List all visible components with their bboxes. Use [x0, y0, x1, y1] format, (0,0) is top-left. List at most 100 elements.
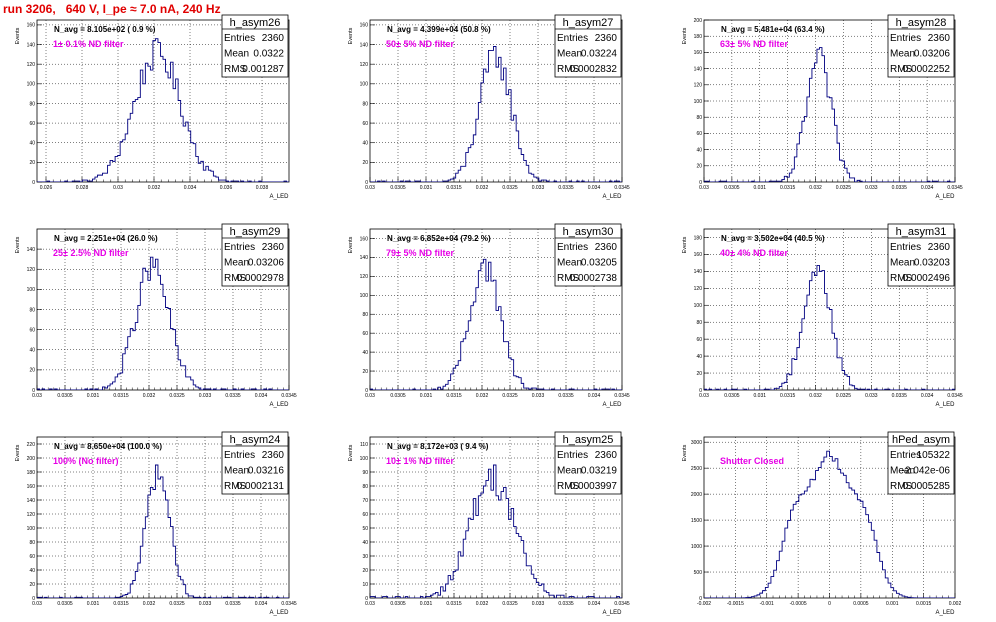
stat-value: 0.03224 [581, 49, 618, 60]
filter-label: 100% (No filter) [53, 456, 119, 466]
x-tick-label: 0.034 [184, 185, 197, 191]
x-tick-label: 0.031 [87, 393, 100, 399]
y-tick-label: 0 [32, 388, 35, 394]
y-tick-label: 160 [27, 484, 36, 490]
stats-box-frame [554, 431, 622, 495]
stats-box: h_asym30 Entries 2360 Mean0.03205RMS0.00027… [554, 223, 622, 287]
x-tick-label: 0.0325 [169, 393, 185, 399]
x-tick-label: 0.032 [809, 393, 822, 399]
y-tick-label: 160 [694, 50, 703, 56]
x-tick-label: 0.032 [143, 601, 156, 607]
stat-key: Entries [557, 242, 588, 253]
x-tick-label: 0.0005 [853, 601, 869, 607]
x-tick-label: 0.0325 [169, 601, 185, 607]
stat-key: Entries [890, 242, 921, 253]
y-tick-label: 0 [32, 596, 35, 602]
stat-key: Entries [890, 33, 921, 44]
page-title: run 3206, 640 V, I_pe ≈ 7.0 nA, 240 Hz [3, 2, 221, 16]
histogram-panel-hPed_asym: -0.002 -0.0015 -0.001 -0.0005 0 0.0005 0.001 0.… [682, 431, 961, 616]
y-axis-label: Events [15, 444, 21, 461]
x-axis-label: A_LED [935, 610, 955, 616]
histogram-name: hPed_asym [892, 434, 950, 446]
x-tick-label: -0.002 [697, 601, 711, 607]
x-axis-label: A_LED [935, 402, 955, 408]
y-tick-label: 100 [360, 293, 369, 299]
x-tick-label: 0.036 [220, 185, 233, 191]
stat-value: 0.0002978 [237, 273, 285, 284]
stats-box: h_asym29 Entries 2360 Mean0.03206RMS0.00029… [221, 223, 289, 287]
x-tick-label: 0.031 [420, 601, 433, 607]
y-tick-label: 200 [694, 18, 703, 24]
stats-box-frame [887, 431, 955, 495]
stat-value: 2360 [262, 242, 285, 253]
x-tick-label: 0.031 [420, 393, 433, 399]
x-tick-label: 0.034 [255, 393, 268, 399]
x-tick-label: 0.033 [865, 185, 878, 191]
x-tick-label: 0.0325 [836, 185, 852, 191]
stats-box: h_asym24 Entries 2360 Mean0.03216RMS0.00021… [221, 431, 289, 495]
stat-value: 0.03205 [581, 258, 618, 269]
x-tick-label: 0.026 [40, 185, 53, 191]
y-tick-label: 60 [696, 337, 702, 343]
x-tick-label: 0 [828, 601, 831, 607]
histogram-line [704, 264, 955, 390]
y-tick-label: 120 [27, 62, 36, 68]
x-tick-label: 0.0305 [724, 393, 740, 399]
histogram-panel-h_asym27: 0.03 0.0305 0.031 0.0315 0.032 0.0325 0.033 0.0… [348, 14, 630, 200]
y-tick-label: 20 [362, 568, 368, 574]
y-tick-label: 0 [699, 180, 702, 186]
x-tick-label: -0.001 [760, 601, 774, 607]
y-tick-label: 90 [362, 470, 368, 476]
stat-value: 2360 [262, 33, 285, 44]
filter-label: 10± 1% ND filter [386, 456, 454, 466]
stats-box: h_asym27 Entries 2360 Mean0.03224RMS0.00028… [554, 14, 622, 78]
x-tick-label: 0.0345 [947, 185, 963, 191]
y-axis-label: Events [15, 236, 21, 253]
histogram-name: h_asym28 [896, 17, 947, 29]
stat-value: -2.042e-06 [902, 466, 951, 477]
y-tick-label: 80 [696, 115, 702, 121]
y-tick-label: 60 [29, 121, 35, 127]
y-tick-label: 0 [699, 596, 702, 602]
n-avg-label: N_avg = 8.105e+02 ( 0.9 %) [54, 25, 156, 34]
x-tick-label: 0.0315 [780, 185, 796, 191]
stats-box-frame [554, 14, 622, 78]
y-tick-label: 60 [29, 327, 35, 333]
x-tick-label: 0.0325 [836, 393, 852, 399]
x-tick-label: 0.0315 [113, 393, 129, 399]
x-tick-label: 0.0345 [281, 601, 297, 607]
x-tick-label: 0.0335 [558, 601, 574, 607]
stat-value: 0.0002131 [237, 481, 285, 492]
stat-key: RMS [224, 481, 247, 492]
y-tick-label: 140 [27, 247, 36, 253]
y-tick-label: 50 [362, 526, 368, 532]
x-tick-label: 0.0315 [113, 601, 129, 607]
y-tick-label: 20 [29, 160, 35, 166]
stat-key: Mean [224, 49, 249, 60]
x-tick-label: 0.033 [199, 601, 212, 607]
x-tick-label: 0.0345 [614, 393, 630, 399]
y-tick-label: 120 [694, 83, 703, 89]
x-tick-label: 0.034 [255, 601, 268, 607]
y-tick-label: 140 [360, 255, 369, 261]
stat-key: RMS [557, 64, 580, 75]
x-tick-label: 0.03 [699, 393, 709, 399]
stat-value: 0.0003997 [570, 481, 618, 492]
y-tick-label: 0 [365, 596, 368, 602]
x-axis-label: A_LED [269, 402, 289, 408]
y-tick-label: 40 [696, 354, 702, 360]
y-tick-label: 180 [694, 235, 703, 241]
histogram-name: h_asym25 [563, 434, 614, 446]
x-tick-label: 0.03 [699, 185, 709, 191]
histogram-name: h_asym30 [563, 226, 614, 238]
y-tick-label: 0 [365, 180, 368, 186]
histogram-panel-h_asym31: 0.03 0.0305 0.031 0.0315 0.032 0.0325 0.033 0.0… [682, 223, 963, 408]
histogram-line [37, 38, 289, 182]
x-tick-label: 0.033 [532, 601, 545, 607]
stat-key: Mean [557, 49, 582, 60]
stat-key: Mean [890, 466, 915, 477]
x-tick-label: 0.03 [365, 601, 375, 607]
y-tick-label: 2000 [691, 492, 702, 498]
stat-value: 105322 [917, 450, 951, 461]
